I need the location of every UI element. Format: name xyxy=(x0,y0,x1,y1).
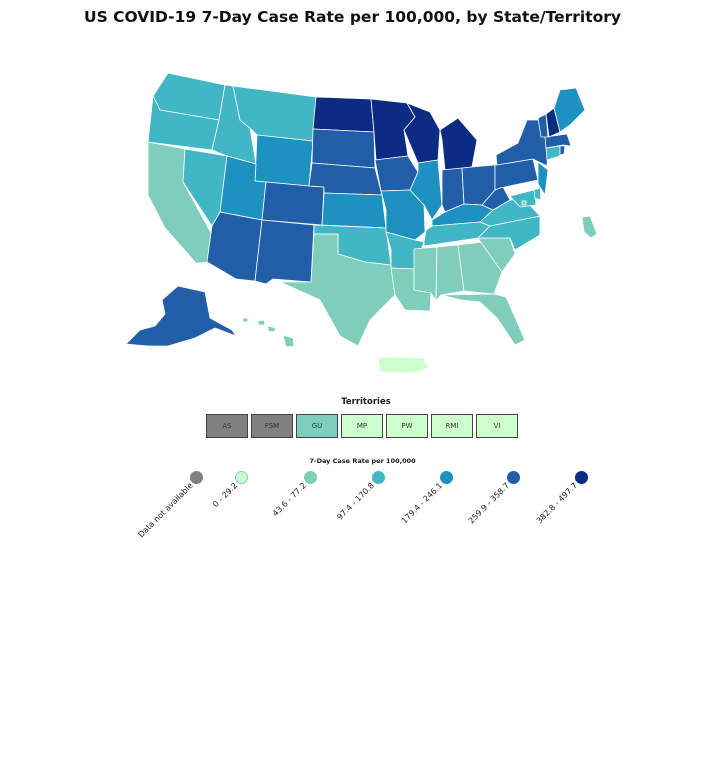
state-ms[interactable] xyxy=(413,246,438,302)
state-ks[interactable] xyxy=(321,192,387,229)
state-nd[interactable] xyxy=(312,96,375,133)
page-title: US COVID-19 7-Day Case Rate per 100,000,… xyxy=(83,8,622,26)
state-ri[interactable] xyxy=(559,145,566,156)
state-fl[interactable] xyxy=(440,293,526,346)
legend-label: Data not available xyxy=(136,481,195,540)
legend-title: 7-Day Case Rate per 100,000 xyxy=(309,457,416,465)
state-pr[interactable] xyxy=(377,356,429,374)
state-il[interactable] xyxy=(409,159,443,221)
state-me[interactable] xyxy=(553,87,586,133)
us-choropleth-map xyxy=(125,72,598,374)
territory-box-mp[interactable]: MP xyxy=(341,414,383,438)
territory-box-as[interactable]: AS xyxy=(206,414,248,438)
territory-label: MP xyxy=(356,422,368,430)
legend-label: 97.4 - 170.8 xyxy=(335,481,377,522)
state-ct[interactable] xyxy=(545,145,561,161)
state-ma[interactable] xyxy=(544,133,572,149)
territory-box-fsm[interactable]: FSM xyxy=(251,414,293,438)
territory-label: AS xyxy=(222,422,232,430)
state-dc[interactable] xyxy=(521,200,527,206)
legend-label: 0 - 29.2 xyxy=(211,481,240,510)
territories-title: Territories xyxy=(341,397,391,407)
territory-label: VI xyxy=(493,422,501,430)
legend-swatch[interactable] xyxy=(190,471,203,484)
territory-box-gu[interactable]: GU xyxy=(296,414,338,438)
territory-box-pw[interactable]: PW xyxy=(386,414,428,438)
state-mi[interactable] xyxy=(439,117,478,171)
state-nm[interactable] xyxy=(254,219,315,285)
legend-swatch[interactable] xyxy=(507,471,520,484)
territory-label: FSM xyxy=(264,422,280,430)
state-az[interactable] xyxy=(206,211,263,282)
state-ak[interactable] xyxy=(125,285,237,347)
state-tx[interactable] xyxy=(279,233,396,347)
state-hi[interactable] xyxy=(242,317,295,348)
legend-swatch[interactable] xyxy=(440,471,453,484)
state-al[interactable] xyxy=(435,244,465,302)
legend-swatch[interactable] xyxy=(304,471,317,484)
legend-label: 382.8 - 497.7 xyxy=(534,481,580,526)
state-wv[interactable] xyxy=(481,184,511,211)
territory-legend: AS FSM GU MP PW RMI VI xyxy=(206,414,518,438)
state-sd[interactable] xyxy=(311,128,376,169)
legend-swatch[interactable] xyxy=(235,471,248,484)
legend-swatch[interactable] xyxy=(575,471,588,484)
legend-label: 179.4 - 246.1 xyxy=(399,481,445,526)
territory-label: GU xyxy=(311,422,323,430)
territory-label: PW xyxy=(401,422,413,430)
state-gu[interactable] xyxy=(581,215,598,239)
territory-box-vi[interactable]: VI xyxy=(476,414,518,438)
territory-box-rmi[interactable]: RMI xyxy=(431,414,473,438)
state-ga[interactable] xyxy=(457,241,503,295)
state-wy[interactable] xyxy=(254,134,314,187)
legend-label: 259.9 - 358.7 xyxy=(466,481,512,526)
state-vt[interactable] xyxy=(537,113,549,138)
territory-label: RMI xyxy=(445,422,459,430)
state-nj[interactable] xyxy=(537,161,549,196)
legend-swatch[interactable] xyxy=(372,471,385,484)
legend-label: 43.6 - 77.2 xyxy=(271,481,309,519)
state-co[interactable] xyxy=(261,181,325,226)
state-md[interactable] xyxy=(509,189,537,208)
